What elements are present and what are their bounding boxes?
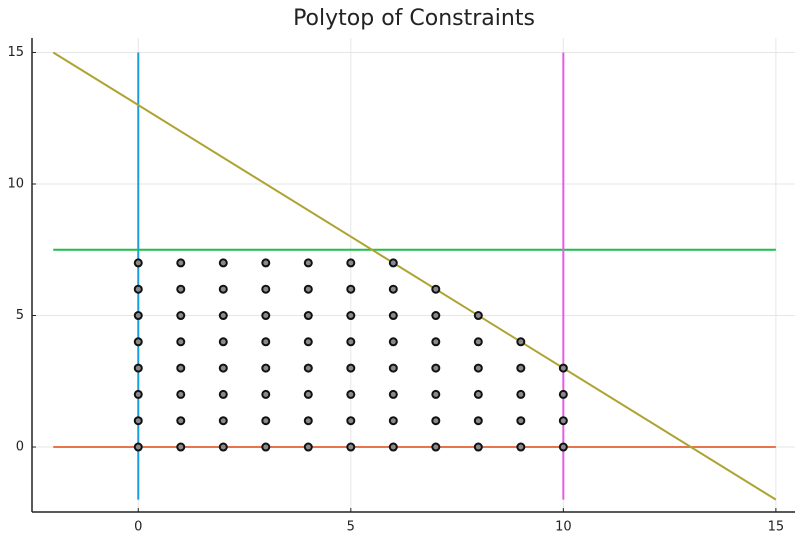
point xyxy=(346,363,356,373)
point xyxy=(516,389,526,399)
chart-title: Polytop of Constraints xyxy=(293,6,535,31)
point xyxy=(431,311,441,321)
point xyxy=(261,258,271,268)
point xyxy=(133,442,143,452)
point xyxy=(431,389,441,399)
point xyxy=(133,258,143,268)
x-tick-label: 15 xyxy=(768,520,785,535)
point xyxy=(431,442,441,452)
point xyxy=(303,416,313,426)
point xyxy=(176,258,186,268)
point xyxy=(346,337,356,347)
point xyxy=(431,416,441,426)
point xyxy=(388,416,398,426)
line xyxy=(52,51,777,501)
point xyxy=(133,284,143,294)
point xyxy=(218,363,228,373)
point xyxy=(388,363,398,373)
point xyxy=(346,258,356,268)
point xyxy=(303,258,313,268)
y-tick-label: 5 xyxy=(16,308,24,323)
point xyxy=(558,442,568,452)
point xyxy=(303,363,313,373)
point xyxy=(388,389,398,399)
point xyxy=(303,284,313,294)
point xyxy=(516,363,526,373)
point xyxy=(303,442,313,452)
point xyxy=(473,389,483,399)
point xyxy=(176,337,186,347)
point xyxy=(431,363,441,373)
point xyxy=(431,337,441,347)
point xyxy=(303,389,313,399)
y-tick-label: 10 xyxy=(7,176,24,191)
point xyxy=(176,442,186,452)
point xyxy=(218,416,228,426)
point xyxy=(176,416,186,426)
x-tick-label: 10 xyxy=(555,520,572,535)
point xyxy=(473,442,483,452)
point xyxy=(176,389,186,399)
x-tick-label: 0 xyxy=(134,520,142,535)
point xyxy=(346,311,356,321)
point xyxy=(473,311,483,321)
point xyxy=(261,311,271,321)
point xyxy=(346,284,356,294)
point xyxy=(303,311,313,321)
point xyxy=(388,258,398,268)
point xyxy=(133,311,143,321)
point xyxy=(133,337,143,347)
point xyxy=(558,389,568,399)
point xyxy=(388,311,398,321)
point xyxy=(176,311,186,321)
point xyxy=(218,389,228,399)
point xyxy=(516,416,526,426)
point xyxy=(346,442,356,452)
point xyxy=(303,337,313,347)
point xyxy=(261,442,271,452)
x-tick-label: 5 xyxy=(347,520,355,535)
point xyxy=(261,363,271,373)
point xyxy=(388,337,398,347)
point xyxy=(473,337,483,347)
point xyxy=(218,311,228,321)
y-tick-label: 15 xyxy=(7,45,24,60)
point xyxy=(473,363,483,373)
point xyxy=(558,416,568,426)
point xyxy=(176,363,186,373)
y-tick-label: 0 xyxy=(16,440,24,455)
point xyxy=(558,363,568,373)
point xyxy=(261,416,271,426)
point xyxy=(218,284,228,294)
point xyxy=(261,337,271,347)
point xyxy=(261,389,271,399)
point xyxy=(261,284,271,294)
point xyxy=(176,284,186,294)
point xyxy=(431,284,441,294)
point xyxy=(133,363,143,373)
point xyxy=(133,416,143,426)
point xyxy=(218,258,228,268)
point xyxy=(218,442,228,452)
point xyxy=(473,416,483,426)
point xyxy=(516,442,526,452)
point xyxy=(218,337,228,347)
point xyxy=(388,284,398,294)
point xyxy=(516,337,526,347)
point xyxy=(133,389,143,399)
point xyxy=(346,416,356,426)
point xyxy=(346,389,356,399)
point xyxy=(388,442,398,452)
